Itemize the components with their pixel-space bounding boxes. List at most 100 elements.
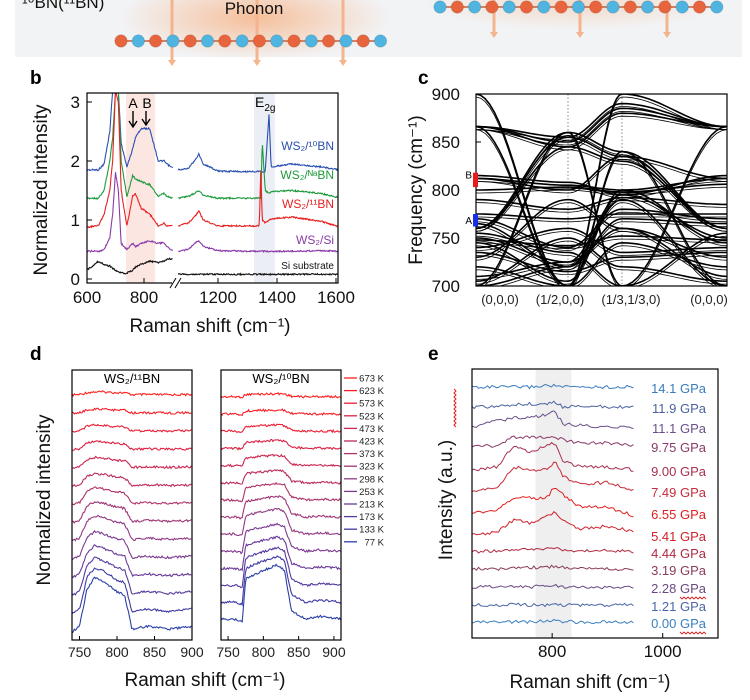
x-tick-label: 750 bbox=[68, 644, 92, 660]
subplot-frame bbox=[220, 369, 342, 641]
phonon-band bbox=[476, 112, 727, 148]
series-line bbox=[71, 556, 192, 596]
legend-label: 323 K bbox=[359, 462, 384, 473]
series-line-right bbox=[178, 239, 338, 254]
phonon-arrowhead bbox=[490, 32, 498, 38]
legend-label: 253 K bbox=[359, 487, 384, 498]
series-lines: 14.1 GPa 11.9 GPa 11.1 GPa 9.75 GPa 9.00 GPa… bbox=[471, 381, 707, 635]
k-point-label: (1/2,0,0) bbox=[536, 292, 584, 307]
subplot-title: WS₂/¹¹BN bbox=[104, 371, 160, 386]
panel-c-axes: 700 750 800 850 900 (0,0,0) (1/2,0,0) (1/3,1/3,… bbox=[432, 85, 728, 307]
legend-label: 133 K bbox=[359, 525, 384, 536]
peak-arrows bbox=[128, 111, 151, 129]
mode-marker-label: B bbox=[465, 171, 472, 182]
phonon-band bbox=[476, 96, 719, 286]
phonon-band bbox=[476, 198, 727, 286]
panel-e-pressure-spectra: 14.1 GPa 11.9 GPa 11.1 GPa 9.75 GPa 9.00 GPa… bbox=[436, 368, 719, 693]
series-label: 5.41 GPa bbox=[651, 529, 707, 544]
phonon-schematic: ¹⁰BN(¹¹BN) Phonon bbox=[15, 0, 742, 66]
x-tick-label: 900 bbox=[322, 644, 346, 660]
series-line-left bbox=[87, 93, 173, 172]
atom bbox=[218, 34, 232, 48]
series-line bbox=[471, 547, 634, 554]
series-line bbox=[471, 383, 634, 390]
phonon-band bbox=[476, 251, 727, 273]
atom bbox=[710, 0, 724, 14]
series-line-right bbox=[177, 145, 338, 201]
legend-label: 298 K bbox=[359, 474, 384, 485]
mode-marker bbox=[473, 172, 478, 188]
series-line bbox=[220, 507, 341, 536]
phonon-band bbox=[476, 107, 727, 143]
panel-b-raman-spectra: 0 1 2 3 600 800 1200 1400 1600 Normalized intens… bbox=[31, 92, 355, 337]
phonon-arrowhead bbox=[253, 60, 261, 66]
x-tick-label: 900 bbox=[180, 644, 204, 660]
x-tick-label: 750 bbox=[216, 644, 240, 660]
series-label: WS₂/¹¹BN bbox=[282, 197, 334, 211]
legend-label: 173 K bbox=[359, 512, 384, 523]
series-line bbox=[220, 535, 341, 572]
series-lines bbox=[87, 93, 338, 277]
x-tick-label: 1600 bbox=[317, 288, 355, 307]
panel-b-xlabel: Raman shift (cm⁻¹) bbox=[130, 316, 291, 337]
series-label: 4.44 GPa bbox=[651, 546, 707, 561]
panel-letter-c: c bbox=[418, 68, 429, 89]
series-line bbox=[71, 529, 192, 561]
x-tick-label: 1200 bbox=[199, 288, 237, 307]
series-line bbox=[71, 472, 192, 488]
series-label: 9.75 GPa bbox=[651, 440, 707, 455]
shaded-region bbox=[253, 93, 275, 283]
legend-label: 673 K bbox=[359, 374, 384, 385]
series-line bbox=[220, 563, 342, 623]
series-line-left bbox=[87, 93, 173, 200]
y-tick-label: 3 bbox=[71, 93, 80, 112]
phonon-band bbox=[476, 94, 727, 286]
series-label: WS₂/Si bbox=[296, 233, 334, 247]
panel-c-ylabel: Frequency (cm⁻¹) bbox=[406, 115, 427, 264]
spellcheck-underline bbox=[453, 388, 457, 428]
panel-b-axes: 0 1 2 3 600 800 1200 1400 1600 bbox=[71, 93, 355, 307]
panel-e-frame bbox=[471, 368, 719, 639]
atom bbox=[131, 34, 146, 48]
atom bbox=[166, 34, 180, 48]
series-line-left bbox=[87, 172, 173, 254]
series-line bbox=[220, 481, 342, 503]
series-line bbox=[220, 453, 341, 468]
series-line bbox=[220, 438, 341, 451]
series-labels: WS₂/¹⁰BN WS₂/ᴺᵃBN WS₂/¹¹BN WS₂/Si Si substra… bbox=[280, 139, 334, 272]
panel-letter-e: e bbox=[428, 344, 439, 365]
phonon-band bbox=[476, 237, 727, 282]
series-line bbox=[71, 423, 192, 433]
series-label: WS₂/ᴺᵃBN bbox=[280, 168, 334, 182]
series-label: Si substrate bbox=[281, 261, 334, 272]
mode-marker-label: A bbox=[465, 216, 472, 227]
phonon-arrowhead bbox=[576, 32, 584, 38]
x-tick-label: 800 bbox=[130, 288, 158, 307]
legend-label: 523 K bbox=[359, 411, 384, 422]
atom bbox=[658, 0, 672, 14]
atom bbox=[114, 34, 128, 48]
series-label: 9.00 GPa bbox=[651, 464, 707, 479]
panel-letter-d: d bbox=[30, 344, 42, 365]
series-line bbox=[471, 461, 634, 493]
x-tick-label: 1000 bbox=[644, 642, 682, 661]
y-tick-label: 800 bbox=[432, 181, 460, 200]
annotation-a: A bbox=[128, 95, 138, 111]
phonon-band bbox=[476, 115, 727, 151]
phonon-band bbox=[476, 131, 727, 230]
atom bbox=[485, 0, 499, 14]
x-tick-label: 850 bbox=[143, 644, 167, 660]
atom bbox=[623, 0, 637, 14]
series-line bbox=[220, 555, 341, 607]
series-label: 2.28 GPa bbox=[651, 581, 707, 596]
atom bbox=[148, 34, 163, 48]
series-line bbox=[220, 495, 341, 520]
spellcheck-underline bbox=[679, 631, 707, 635]
series-line-right bbox=[177, 170, 338, 229]
series-line bbox=[471, 410, 634, 429]
series-label: 3.19 GPa bbox=[651, 563, 707, 578]
atom bbox=[433, 0, 447, 14]
series-line-left bbox=[87, 93, 173, 229]
y-tick-label: 2 bbox=[71, 152, 80, 171]
series-line-left bbox=[87, 257, 173, 275]
